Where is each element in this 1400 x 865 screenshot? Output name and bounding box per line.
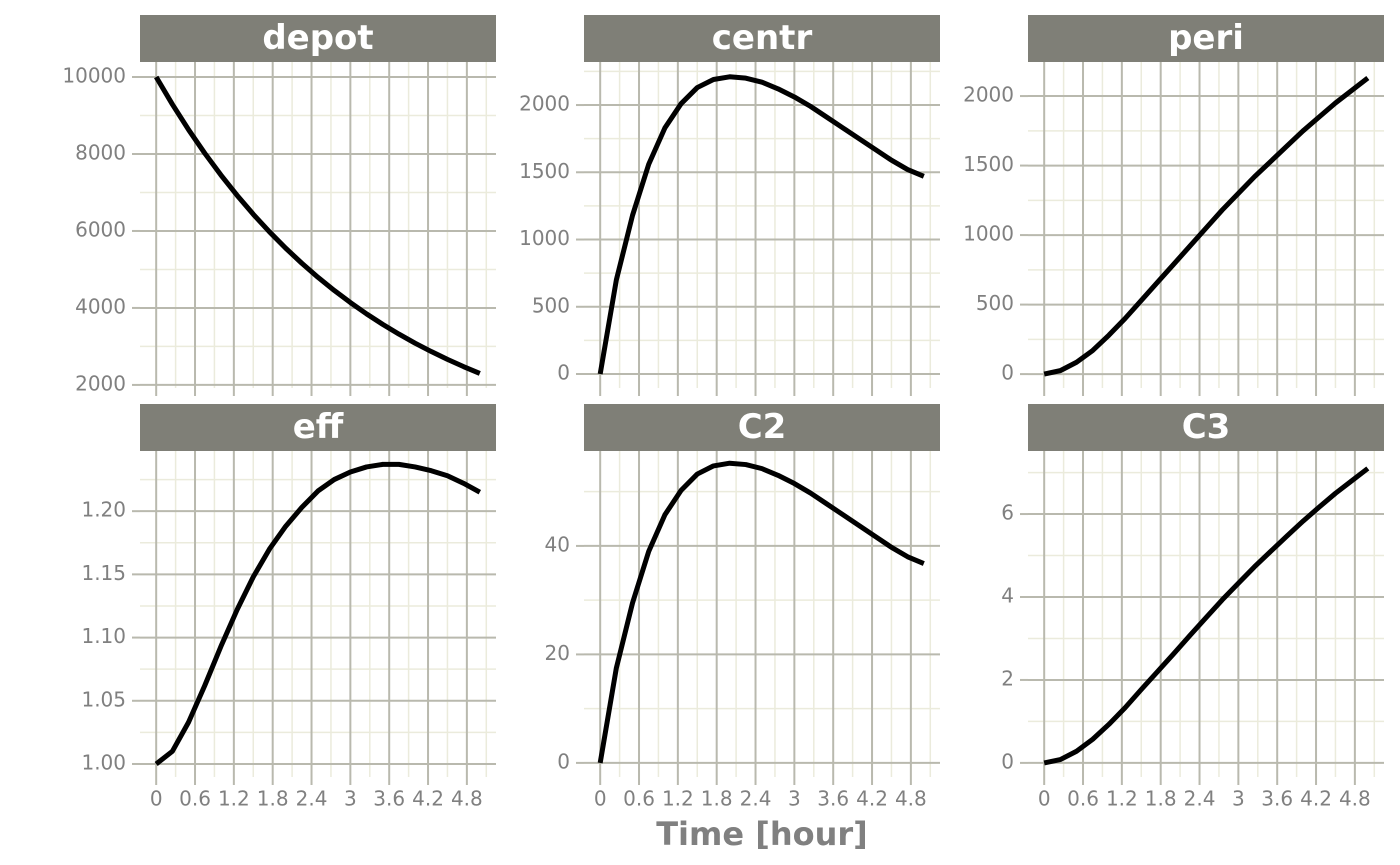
x-tick-label: 0.6 — [1067, 787, 1099, 811]
panel-title: C2 — [738, 407, 787, 447]
line — [1043, 76, 1370, 377]
y-tick-label: 1000 — [519, 226, 570, 250]
panel-title: depot — [262, 18, 373, 58]
x-tick-label: 2.4 — [296, 787, 328, 811]
panel-title: peri — [1168, 18, 1244, 58]
y-tick-label: 1.00 — [81, 750, 126, 774]
line — [597, 74, 925, 375]
strip — [584, 404, 940, 451]
y-tick-label: 0 — [557, 749, 570, 773]
line — [1043, 466, 1370, 766]
x-tick-label: 4.8 — [1339, 787, 1371, 811]
x-tick-label: 3.6 — [373, 787, 405, 811]
x-tick-label: 0.6 — [623, 787, 655, 811]
y-tick-label: 0 — [1001, 361, 1014, 385]
line — [154, 75, 481, 376]
x-tick-label: 4.2 — [856, 787, 888, 811]
y-tick-label: 40 — [545, 532, 570, 556]
y-tick-label: 6000 — [75, 217, 126, 241]
y-tick-label: 4000 — [75, 294, 126, 318]
y-tick-label: 4 — [1001, 583, 1014, 607]
x-tick-label: 4.2 — [412, 787, 444, 811]
y-tick-label: 1.15 — [81, 561, 126, 585]
x-tick-label: 4.8 — [451, 787, 483, 811]
y-tick-label: 6 — [1001, 501, 1014, 525]
y-tick-label: 8000 — [75, 140, 126, 164]
y-tick-label: 500 — [532, 293, 570, 317]
y-tick-label: 2000 — [519, 92, 570, 116]
x-tick-label: 1.8 — [1145, 787, 1177, 811]
strip — [1028, 404, 1384, 451]
y-tick-label: 10000 — [62, 64, 126, 88]
x-tick-label: 2.4 — [1184, 787, 1216, 811]
x-tick-label: 1.8 — [701, 787, 733, 811]
x-tick-label: 1.8 — [257, 787, 289, 811]
x-tick-label: 0 — [594, 787, 607, 811]
panel-title: centr — [712, 18, 813, 58]
x-tick-label: 2.4 — [740, 787, 772, 811]
x-tick-label: 0.6 — [179, 787, 211, 811]
strip — [140, 15, 496, 62]
x-tick-label: 3 — [1232, 787, 1245, 811]
y-tick-label: 500 — [976, 291, 1014, 315]
y-tick-label: 1500 — [519, 159, 570, 183]
x-tick-label: 1.2 — [662, 787, 694, 811]
y-tick-label: 0 — [557, 361, 570, 385]
strip — [1028, 15, 1384, 62]
y-tick-label: 1.10 — [81, 624, 126, 648]
panel-title: C3 — [1182, 407, 1231, 447]
y-tick-label: 20 — [545, 641, 570, 665]
x-tick-label: 0 — [150, 787, 163, 811]
line — [597, 460, 925, 764]
x-tick-label: 3.6 — [1261, 787, 1293, 811]
y-tick-label: 1.05 — [81, 687, 126, 711]
y-tick-label: 1500 — [963, 152, 1014, 176]
strip — [584, 15, 940, 62]
panel-title: eff — [293, 407, 344, 447]
strip — [140, 404, 496, 451]
y-tick-label: 2 — [1001, 666, 1014, 690]
y-tick-label: 2000 — [963, 83, 1014, 107]
x-tick-label: 0 — [1038, 787, 1051, 811]
x-axis-label: Time [hour] — [656, 815, 868, 853]
x-tick-label: 3.6 — [817, 787, 849, 811]
y-tick-label: 2000 — [75, 371, 126, 395]
line — [154, 461, 482, 766]
x-tick-label: 3 — [788, 787, 801, 811]
y-tick-label: 1.20 — [81, 498, 126, 522]
y-tick-label: 0 — [1001, 749, 1014, 773]
x-tick-label: 3 — [344, 787, 357, 811]
y-tick-label: 1000 — [963, 222, 1014, 246]
x-tick-label: 1.2 — [218, 787, 250, 811]
x-tick-label: 4.8 — [895, 787, 927, 811]
x-tick-label: 1.2 — [1106, 787, 1138, 811]
x-tick-label: 4.2 — [1300, 787, 1332, 811]
